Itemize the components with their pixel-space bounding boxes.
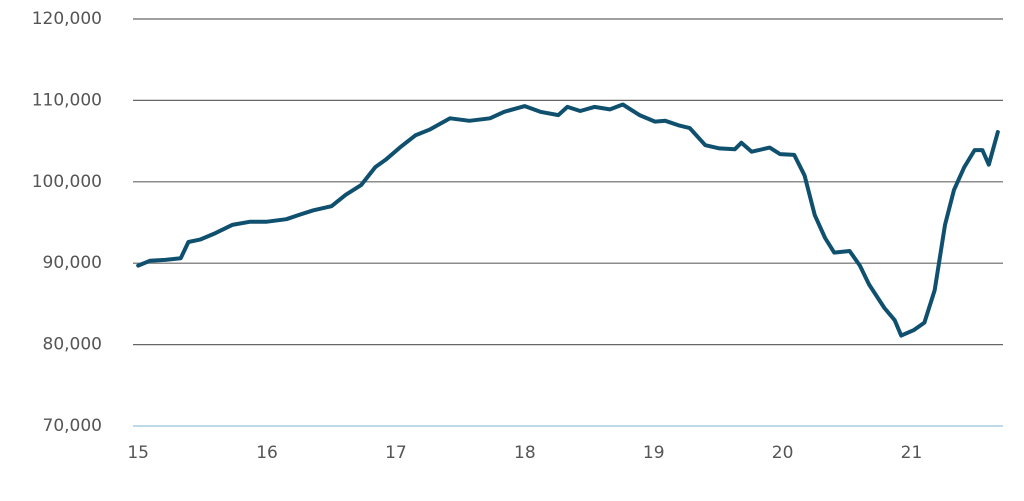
y-tick-label: 90,000 [43,253,102,273]
x-tick-label: 16 [256,443,278,463]
line [136,102,1000,338]
y-tick-label: 100,000 [32,172,102,192]
x-tick-label: 20 [772,443,794,463]
y-tick-label: 80,000 [43,335,102,355]
x-tick-label: 18 [514,443,536,463]
y-tick-label: 70,000 [43,416,102,436]
x-tick-label: 15 [127,443,149,463]
y-tick-label: 110,000 [32,90,102,110]
x-tick-label: 21 [901,443,923,463]
x-tick-label: 17 [385,443,407,463]
y-tick-label: 120,000 [32,9,102,29]
x-tick-label: 19 [643,443,665,463]
